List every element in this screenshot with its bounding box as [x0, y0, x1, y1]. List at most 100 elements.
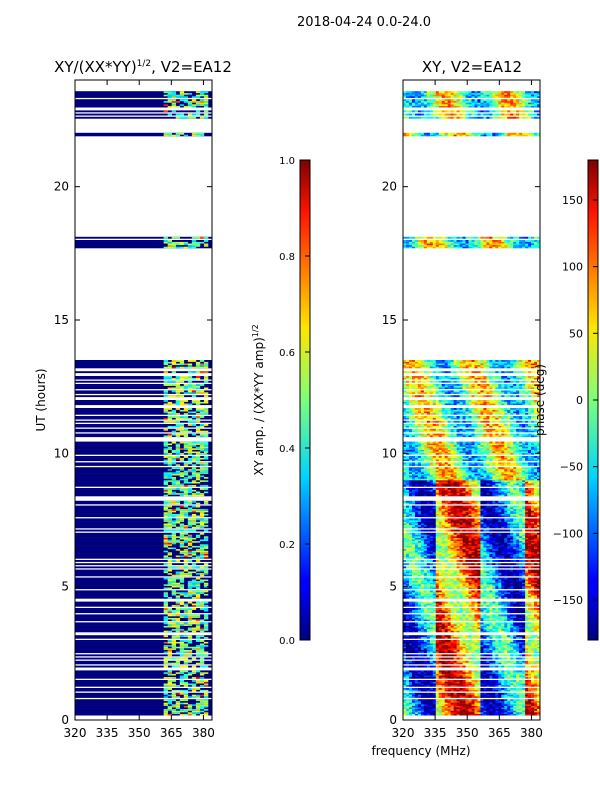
- heatmap-cell: [513, 689, 517, 692]
- heatmap-cell: [411, 689, 416, 692]
- heatmap-cell: [534, 651, 538, 654]
- heatmap-cell: [456, 692, 460, 695]
- heatmap-cell: [441, 579, 445, 582]
- heatmap-cell: [191, 628, 197, 631]
- heatmap-cell: [450, 563, 454, 566]
- heatmap-row: [75, 476, 212, 479]
- heatmap-cell: [474, 614, 478, 617]
- heatmap-cell: [417, 582, 422, 585]
- heatmap-cell: [522, 680, 526, 682]
- heatmap-cell: [480, 657, 484, 660]
- heatmap-cell: [403, 713, 407, 716]
- heatmap-cell: [403, 710, 407, 713]
- heatmap-cell: [171, 459, 177, 462]
- heatmap-cell: [203, 601, 209, 604]
- heatmap-cell: [199, 416, 205, 418]
- heatmap-row: [75, 376, 212, 378]
- heatmap-cell: [462, 624, 466, 626]
- heatmap-cell: [465, 676, 469, 679]
- heatmap-cell: [408, 710, 413, 713]
- heatmap-cell: [459, 683, 463, 686]
- heatmap-cell: [495, 670, 499, 673]
- heatmap-cell: [438, 580, 443, 583]
- heatmap-cell: [507, 696, 511, 698]
- heatmap-cell: [465, 673, 469, 676]
- heatmap-cell: [507, 648, 511, 650]
- heatmap-cell: [501, 705, 505, 708]
- heatmap-cell: [199, 555, 205, 558]
- heatmap-cell: [453, 609, 457, 612]
- heatmap-cell: [195, 491, 201, 494]
- heatmap-cell: [459, 585, 463, 588]
- heatmap-cell: [444, 675, 448, 678]
- heatmap-cell: [175, 502, 181, 505]
- heatmap-cell: [531, 590, 535, 593]
- heatmap-cell: [492, 660, 496, 663]
- heatmap-cell: [426, 593, 431, 596]
- amplitude-heatmap: [75, 80, 212, 720]
- heatmap-cell: [199, 592, 205, 594]
- heatmap-row: [75, 544, 212, 546]
- heatmap-cell: [199, 104, 205, 106]
- heatmap-cell: [528, 705, 532, 708]
- heatmap-cell: [203, 713, 209, 716]
- heatmap-cell: [405, 563, 410, 566]
- heatmap-cell: [414, 635, 419, 638]
- heatmap-cell: [408, 609, 413, 612]
- heatmap-cell: [203, 582, 209, 585]
- heatmap-cell: [498, 707, 502, 710]
- heatmap-cell: [519, 566, 523, 569]
- heatmap-cell: [179, 608, 185, 610]
- heatmap-cell: [507, 582, 511, 585]
- heatmap-cell: [504, 688, 508, 690]
- heatmap-cell: [465, 582, 469, 585]
- heatmap-cell: [426, 660, 431, 663]
- heatmap-cell: [403, 577, 407, 580]
- heatmap-cell: [195, 494, 201, 497]
- heatmap-cell: [435, 699, 440, 702]
- heatmap-cell: [456, 572, 460, 575]
- heatmap-cell: [468, 585, 472, 588]
- heatmap-cell: [183, 702, 189, 705]
- heatmap-cell: [519, 681, 523, 684]
- heatmap-cell: [429, 646, 434, 649]
- heatmap-cell: [513, 595, 517, 598]
- heatmap-cell: [411, 563, 416, 566]
- heatmap-cell: [513, 707, 517, 710]
- heatmap-cell: [489, 569, 493, 572]
- heatmap-row: [75, 513, 212, 516]
- heatmap-cell: [516, 699, 520, 702]
- heatmap-cell: [480, 665, 484, 668]
- heatmap-cell: [501, 572, 505, 575]
- heatmap-cell: [183, 630, 189, 633]
- heatmap-cell: [403, 604, 407, 607]
- heatmap-cell: [195, 100, 201, 103]
- heatmap-cell: [525, 624, 529, 626]
- heatmap-cell: [444, 601, 448, 604]
- heatmap-cell: [403, 644, 407, 647]
- heatmap-cell: [195, 654, 201, 657]
- heatmap-cell: [468, 670, 472, 673]
- heatmap-cell: [513, 712, 517, 714]
- heatmap-cell: [203, 472, 209, 474]
- heatmap-cell: [444, 569, 448, 572]
- heatmap-cell: [456, 651, 460, 654]
- heatmap-cell: [441, 603, 445, 606]
- heatmap-cell: [438, 611, 443, 614]
- heatmap-cell: [519, 595, 523, 598]
- heatmap-cell: [453, 582, 457, 585]
- heatmap-cell: [199, 520, 205, 522]
- heatmap-cell: [179, 510, 185, 513]
- heatmap-cell: [187, 552, 193, 554]
- heatmap-cell: [492, 628, 496, 631]
- heatmap-cell: [456, 665, 460, 668]
- heatmap-cell: [531, 646, 535, 649]
- heatmap-cell: [504, 654, 508, 657]
- heatmap-cell: [519, 625, 523, 628]
- heatmap-cell: [417, 641, 422, 644]
- heatmap-cell: [414, 713, 419, 716]
- heatmap-cell: [495, 684, 499, 687]
- heatmap-cell: [507, 590, 511, 593]
- heatmap-cell: [203, 371, 209, 374]
- heatmap-cell: [444, 676, 448, 679]
